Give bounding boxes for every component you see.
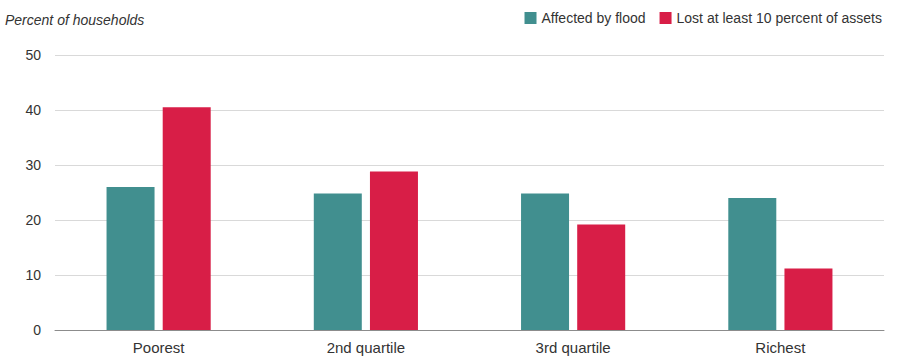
svg-text:Affected by flood: Affected by flood <box>542 10 646 26</box>
svg-text:10: 10 <box>25 267 41 283</box>
svg-text:50: 50 <box>25 47 41 63</box>
svg-text:30: 30 <box>25 157 41 173</box>
svg-text:Richest: Richest <box>755 339 806 356</box>
svg-text:20: 20 <box>25 212 41 228</box>
svg-text:Poorest: Poorest <box>133 339 186 356</box>
svg-text:Percent of households: Percent of households <box>5 12 144 28</box>
svg-text:0: 0 <box>33 322 41 338</box>
svg-text:3rd quartile: 3rd quartile <box>536 339 611 356</box>
svg-text:40: 40 <box>25 102 41 118</box>
svg-text:Lost at least 10 percent of as: Lost at least 10 percent of assets <box>677 10 882 26</box>
svg-text:2nd quartile: 2nd quartile <box>327 339 405 356</box>
